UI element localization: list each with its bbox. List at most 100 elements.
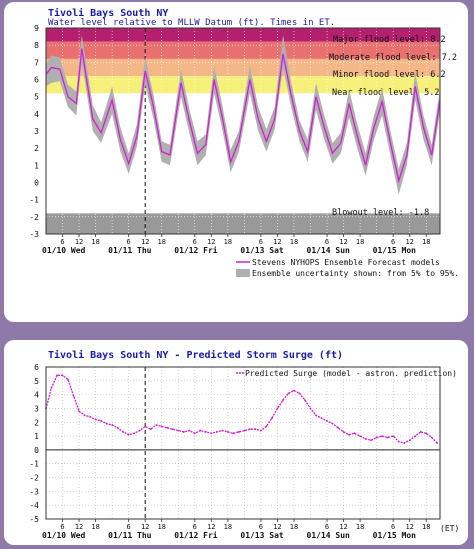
data-point: [72, 395, 75, 397]
hour-tick-label: 12: [141, 238, 149, 246]
y-tick-label: 2: [34, 144, 39, 153]
hour-tick-label: 12: [405, 523, 413, 531]
day-label: 01/15 Mon: [373, 246, 417, 255]
data-point: [370, 439, 373, 442]
legend-uncertainty-label: Ensemble uncertainty shown: from 5% to 9…: [252, 269, 459, 278]
y-tick-label: 1: [34, 161, 39, 170]
data-point: [149, 428, 152, 431]
hour-tick-label: 12: [207, 523, 215, 531]
hour-tick-label: 12: [207, 238, 215, 246]
flood-label-moderate: Moderate flood level: 7.2: [329, 53, 457, 63]
hour-tick-label: 6: [325, 523, 329, 531]
y-tick-label: 3: [34, 404, 39, 413]
y-tick-label: -4: [29, 501, 39, 510]
data-point: [287, 392, 290, 395]
flood-label-major: Major flood level: 8.2: [333, 35, 446, 45]
flood-label-minor: Minor flood level: 6.2: [333, 70, 446, 80]
day-label: 01/11 Thu: [108, 531, 152, 540]
hour-tick-label: 12: [339, 523, 347, 531]
water-level-subtitle: Water level relative to MLLW Datum (ft).…: [48, 18, 336, 28]
data-point: [265, 425, 268, 428]
y-tick-label: -2: [29, 474, 39, 483]
data-point: [304, 399, 306, 402]
data-point: [392, 435, 395, 437]
hour-tick-label: 6: [259, 238, 263, 246]
y-tick-label: 2: [34, 418, 39, 427]
series-line: [45, 374, 438, 444]
data-point: [127, 433, 130, 436]
data-point: [386, 436, 389, 439]
y-tick-label: 6: [34, 76, 39, 85]
hour-tick-label: 12: [141, 523, 149, 531]
data-point: [144, 425, 147, 428]
flood-band-blowout: [46, 213, 440, 234]
data-point: [199, 429, 202, 432]
hour-tick-label: 18: [290, 238, 298, 246]
data-point: [293, 389, 295, 392]
data-point: [210, 432, 213, 435]
water-level-title: Tivoli Bays South NY: [48, 8, 169, 19]
flood-label-near: Near flood level: 5.2: [332, 88, 439, 98]
data-point: [414, 435, 417, 437]
data-point: [364, 437, 367, 440]
data-point: [276, 407, 279, 410]
day-label: 01/11 Thu: [108, 246, 152, 255]
data-point: [221, 429, 224, 432]
data-point: [282, 399, 284, 402]
data-point: [419, 431, 422, 433]
hour-tick-label: 18: [356, 523, 364, 531]
data-point: [430, 436, 433, 439]
legend-model-label: Stevens NYHOPS Ensemble Forecast models: [252, 258, 440, 267]
data-point: [204, 431, 207, 433]
flood-band: [46, 41, 440, 59]
hour-tick-label: 18: [158, 238, 166, 246]
day-label: 01/13 Sat: [240, 531, 284, 540]
y-tick-label: -3: [29, 230, 39, 239]
plot-frame: [45, 27, 441, 235]
data-point: [254, 428, 257, 431]
day-label: 01/14 Sun: [307, 246, 351, 255]
day-label: 01/10 Wed: [42, 531, 86, 540]
data-point: [171, 428, 174, 431]
data-point: [133, 432, 136, 435]
water-level-panel: Tivoli Bays South NY Water level relativ…: [4, 2, 468, 322]
day-label: 01/13 Sat: [240, 246, 284, 255]
data-point: [381, 435, 384, 437]
data-point: [50, 386, 53, 389]
data-point: [177, 429, 180, 432]
storm-surge-title: Tivoli Bays South NY - Predicted Storm S…: [48, 350, 344, 361]
y-tick-label: -3: [29, 487, 39, 496]
et-label: (ET): [440, 524, 459, 533]
data-point: [100, 419, 103, 422]
data-point: [298, 392, 301, 395]
hour-tick-label: 6: [60, 238, 64, 246]
y-tick-label: 5: [34, 93, 39, 102]
hour-tick-label: 18: [158, 523, 166, 531]
data-point: [122, 431, 125, 433]
y-tick-label: -5: [29, 515, 39, 524]
hour-tick-label: 12: [75, 238, 83, 246]
y-tick-label: 0: [34, 179, 39, 188]
hour-tick-label: 18: [422, 238, 430, 246]
data-point: [160, 425, 163, 428]
data-point: [67, 378, 69, 381]
y-tick-label: 4: [34, 110, 39, 119]
y-tick-label: -1: [29, 196, 39, 205]
legend-uncertainty-swatch: [236, 269, 250, 277]
data-point: [397, 440, 400, 443]
data-point: [111, 424, 114, 426]
y-tick-label: -1: [29, 460, 39, 469]
day-label: 01/10 Wed: [42, 246, 86, 255]
data-point: [271, 417, 273, 420]
day-label: 01/12 Fri: [174, 530, 218, 540]
data-point: [353, 432, 356, 435]
data-point: [348, 433, 350, 436]
data-point: [331, 422, 334, 425]
hour-tick-label: 6: [60, 523, 64, 531]
hour-tick-label: 18: [422, 523, 430, 531]
day-label: 01/14 Sun: [307, 531, 351, 540]
data-point: [315, 414, 317, 417]
hour-tick-label: 6: [259, 523, 263, 531]
y-tick-label: 1: [34, 432, 39, 441]
hour-tick-label: 12: [75, 523, 83, 531]
